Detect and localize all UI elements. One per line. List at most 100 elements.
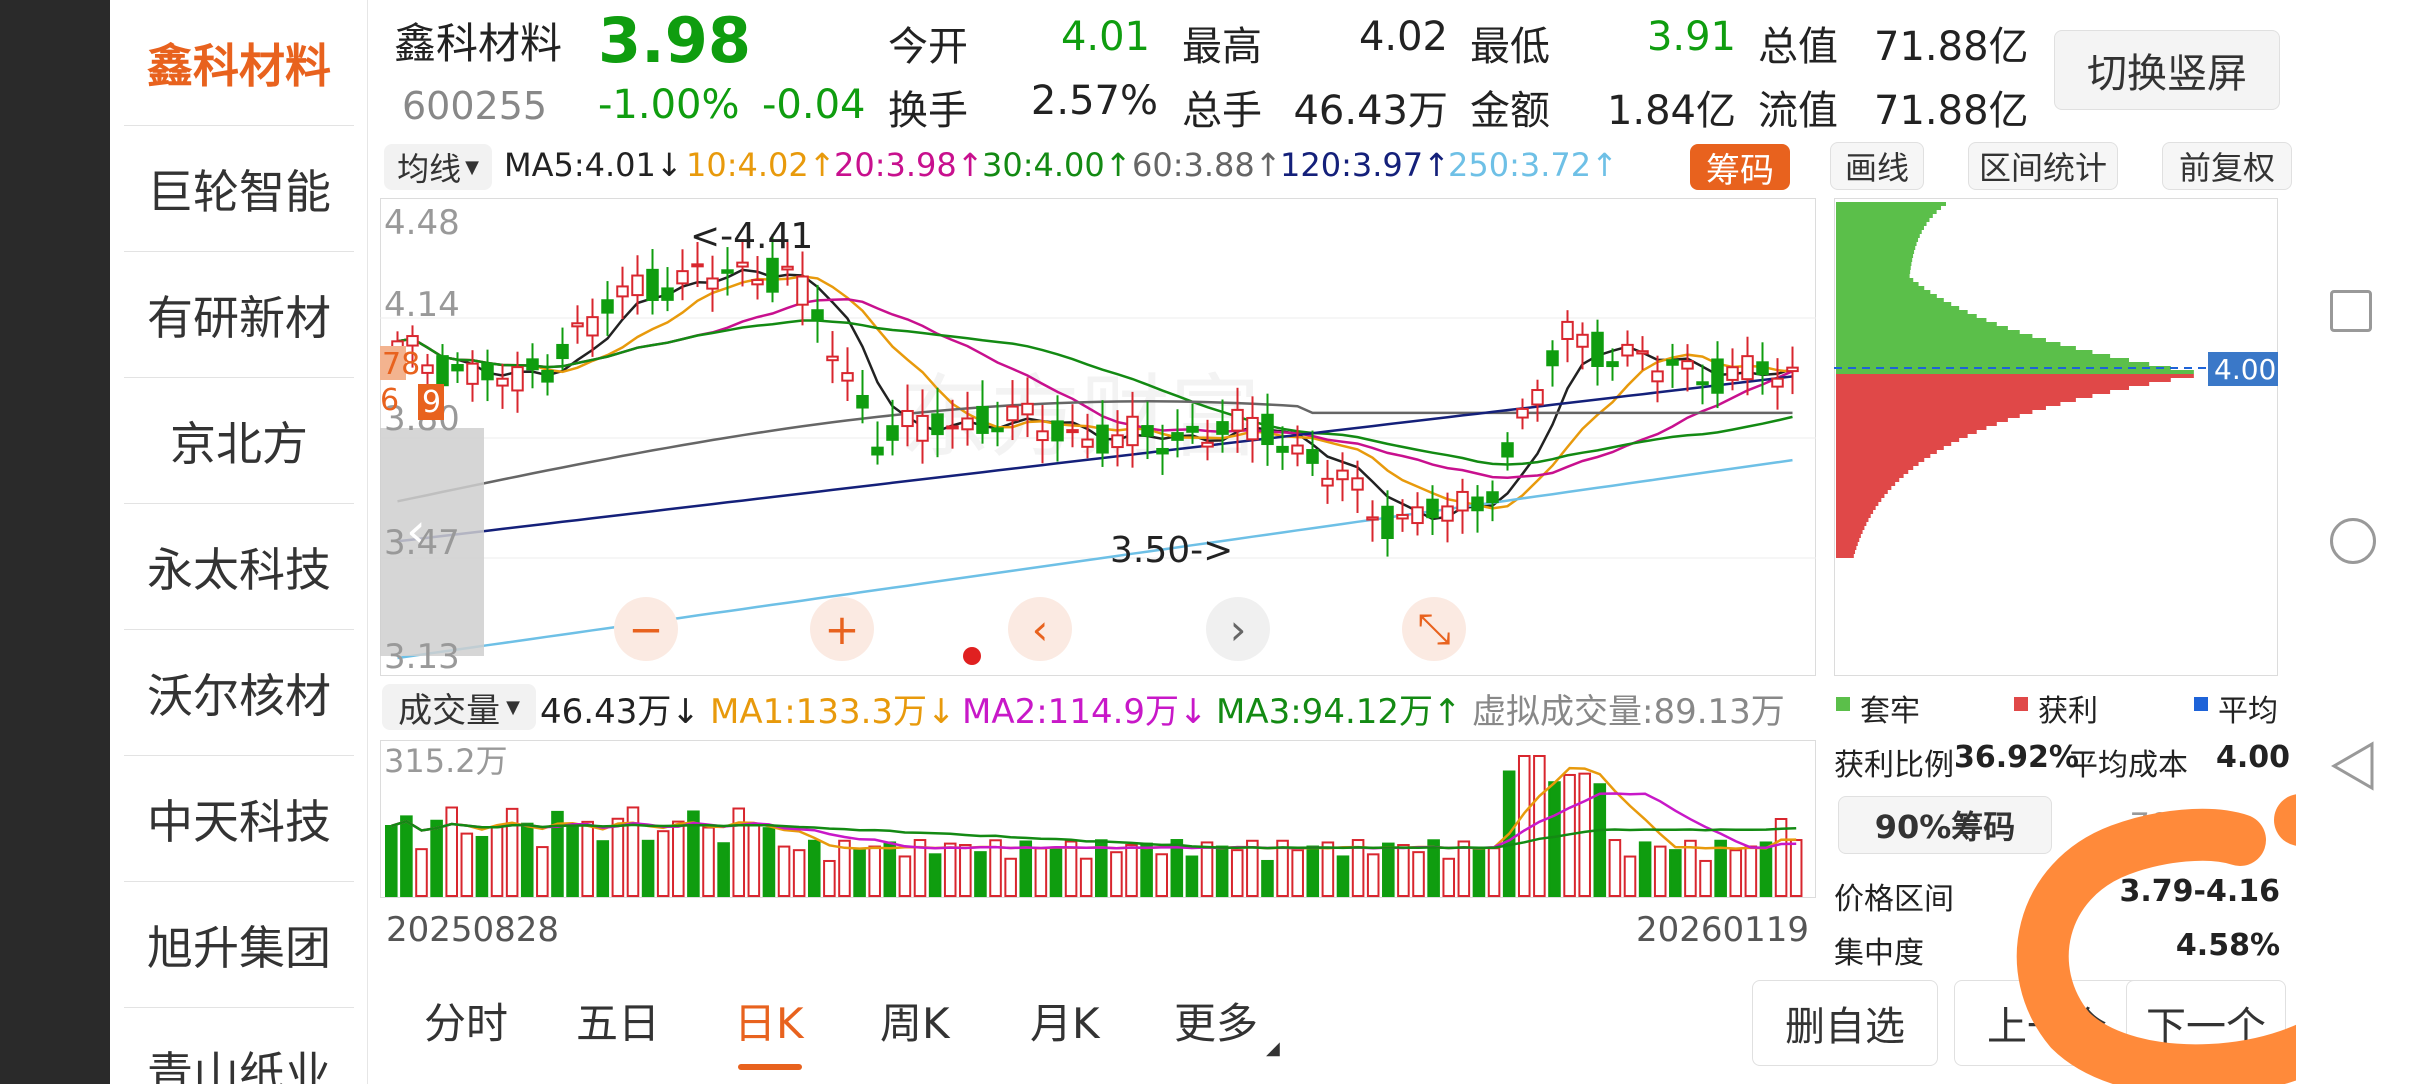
candle [1666,359,1679,366]
chip-bar [1836,214,1933,218]
concentration-value: 4.58% [2175,928,2280,963]
price-tag-bg [2208,352,2278,386]
dropdown-arrow-icon: ▼ [506,696,520,718]
chip-bar [1836,350,2093,354]
partial-label: 6 [380,383,399,418]
candle [811,309,824,321]
candle [1246,416,1259,441]
delete-favorite-button[interactable]: 删自选 [1752,980,1938,1066]
stock-name: 鑫科材料 [394,19,563,68]
candle [1741,355,1754,381]
kline-chart[interactable]: 东方财富 ‹ 4.48 4.14 3.80 3.47 3.13 78 6 9 <… [380,198,1816,676]
scroll-right-button[interactable]: › [1206,597,1270,661]
volume-bar [1714,839,1727,897]
sidebar-item-woer[interactable]: 沃尔核材 [124,630,354,756]
chip-bar [1836,354,2111,358]
sidebar-item-youyan[interactable]: 有研新材 [124,252,354,378]
draw-line-button[interactable]: 画线 [1830,142,1924,190]
chip-toggle-button[interactable]: 筹码 [1690,144,1790,191]
change-percent: -1.00% [598,82,740,128]
home-circle-icon[interactable] [2330,518,2376,564]
ma-selector-label: 均线 [397,150,462,188]
volume-bar [868,845,881,897]
adjust-mode-button[interactable]: 前复权 [2162,142,2292,190]
vol-ma3-line [390,819,1797,850]
sidebar-item-yongtai[interactable]: 永太科技 [124,504,354,630]
chip-bar [1836,346,2076,350]
volume-bar [1593,783,1607,898]
volume-selector[interactable]: 成交量 ▼ [382,684,536,731]
back-triangle-icon[interactable] [2330,740,2376,792]
volume-bar [898,855,912,897]
volume-bar [702,826,715,897]
chip-bar [1836,462,1919,466]
sidebar-item-julun[interactable]: 巨轮智能 [124,126,354,252]
volume-bar [777,845,791,897]
volume-bar [490,826,504,897]
tab-monthly-k[interactable]: 月K [1030,999,1100,1048]
tab-weekly-k[interactable]: 周K [880,999,950,1048]
volume-selector-label: 成交量 [398,690,501,731]
chip-bar [1836,290,1931,294]
tab-intraday[interactable]: 分时 [424,999,509,1048]
chip-bar [1836,534,1861,538]
zoom-out-button[interactable]: − [614,597,678,661]
candle [991,427,1004,433]
candle [631,274,644,297]
chip-bar [1836,206,1942,210]
zoom-in-button[interactable]: + [810,597,874,661]
candle [1036,430,1049,442]
volume-bar [1185,855,1199,897]
volume-bar [838,839,851,898]
sidebar-item-jingbeifang[interactable]: 京北方 [124,378,354,504]
tab-five-day[interactable]: 五日 [576,999,661,1048]
chip-bar [1836,218,1930,222]
chip-bar [1836,370,2194,374]
chip-bar [1836,518,1869,522]
volume-bar [853,849,866,898]
chip-bar [1836,530,1863,534]
volume-bar [1457,840,1471,897]
chip-bar [1836,414,2020,418]
candle [931,413,944,436]
date-end: 20260119 [1636,910,1810,950]
high-value: 4.02 [1358,14,1448,60]
ma-selector[interactable]: 均线 ▼ [384,144,492,190]
concentration-label: 集中度 [1834,936,1924,971]
collapse-icon[interactable]: ⤡ [1402,597,1466,661]
scroll-left-button[interactable]: ‹ [1008,597,1072,661]
sidebar-item-zhongtian[interactable]: 中天科技 [124,756,354,882]
volume-bar [1306,845,1320,897]
y-label: 3.13 [384,637,460,676]
chip-bar [1836,230,1922,234]
switch-portrait-button[interactable]: 切换竖屏 [2054,30,2280,110]
candle [571,322,584,328]
chip-bar [1836,446,1944,450]
date-start: 20250828 [386,910,560,950]
tab-more[interactable]: 更多 [1174,999,1259,1048]
volume-bar [1774,818,1788,897]
candle [646,268,659,301]
volume-bar [913,839,927,898]
volume-bar [1170,839,1184,898]
volume-bar [1246,839,1259,898]
chip-90-tab[interactable]: 90%筹码 [1838,796,2052,854]
candle [1261,413,1274,446]
tab-daily-k[interactable]: 日K [734,999,804,1048]
volume-chart[interactable]: 315.2万 [380,740,1816,898]
sidebar-item-qingshan[interactable]: 青山纸业 [124,1008,354,1084]
ma60-line [397,400,1793,503]
sidebar-item-xinke[interactable]: 鑫科材料 [124,0,354,126]
sidebar-item-xusheng[interactable]: 旭升集团 [124,882,354,1008]
candle [661,287,674,301]
chip-bar [1836,474,1904,478]
chip-bar [1836,322,1997,326]
volume-bar [536,846,549,897]
range-stats-button[interactable]: 区间统计 [1968,142,2118,190]
candle [1561,320,1574,340]
volume-bar [1064,840,1078,897]
price-range-label: 价格区间 [1834,882,1954,917]
left-scroll-handle[interactable] [380,428,484,656]
recent-apps-icon[interactable] [2330,290,2372,332]
volume-bar [762,827,776,897]
